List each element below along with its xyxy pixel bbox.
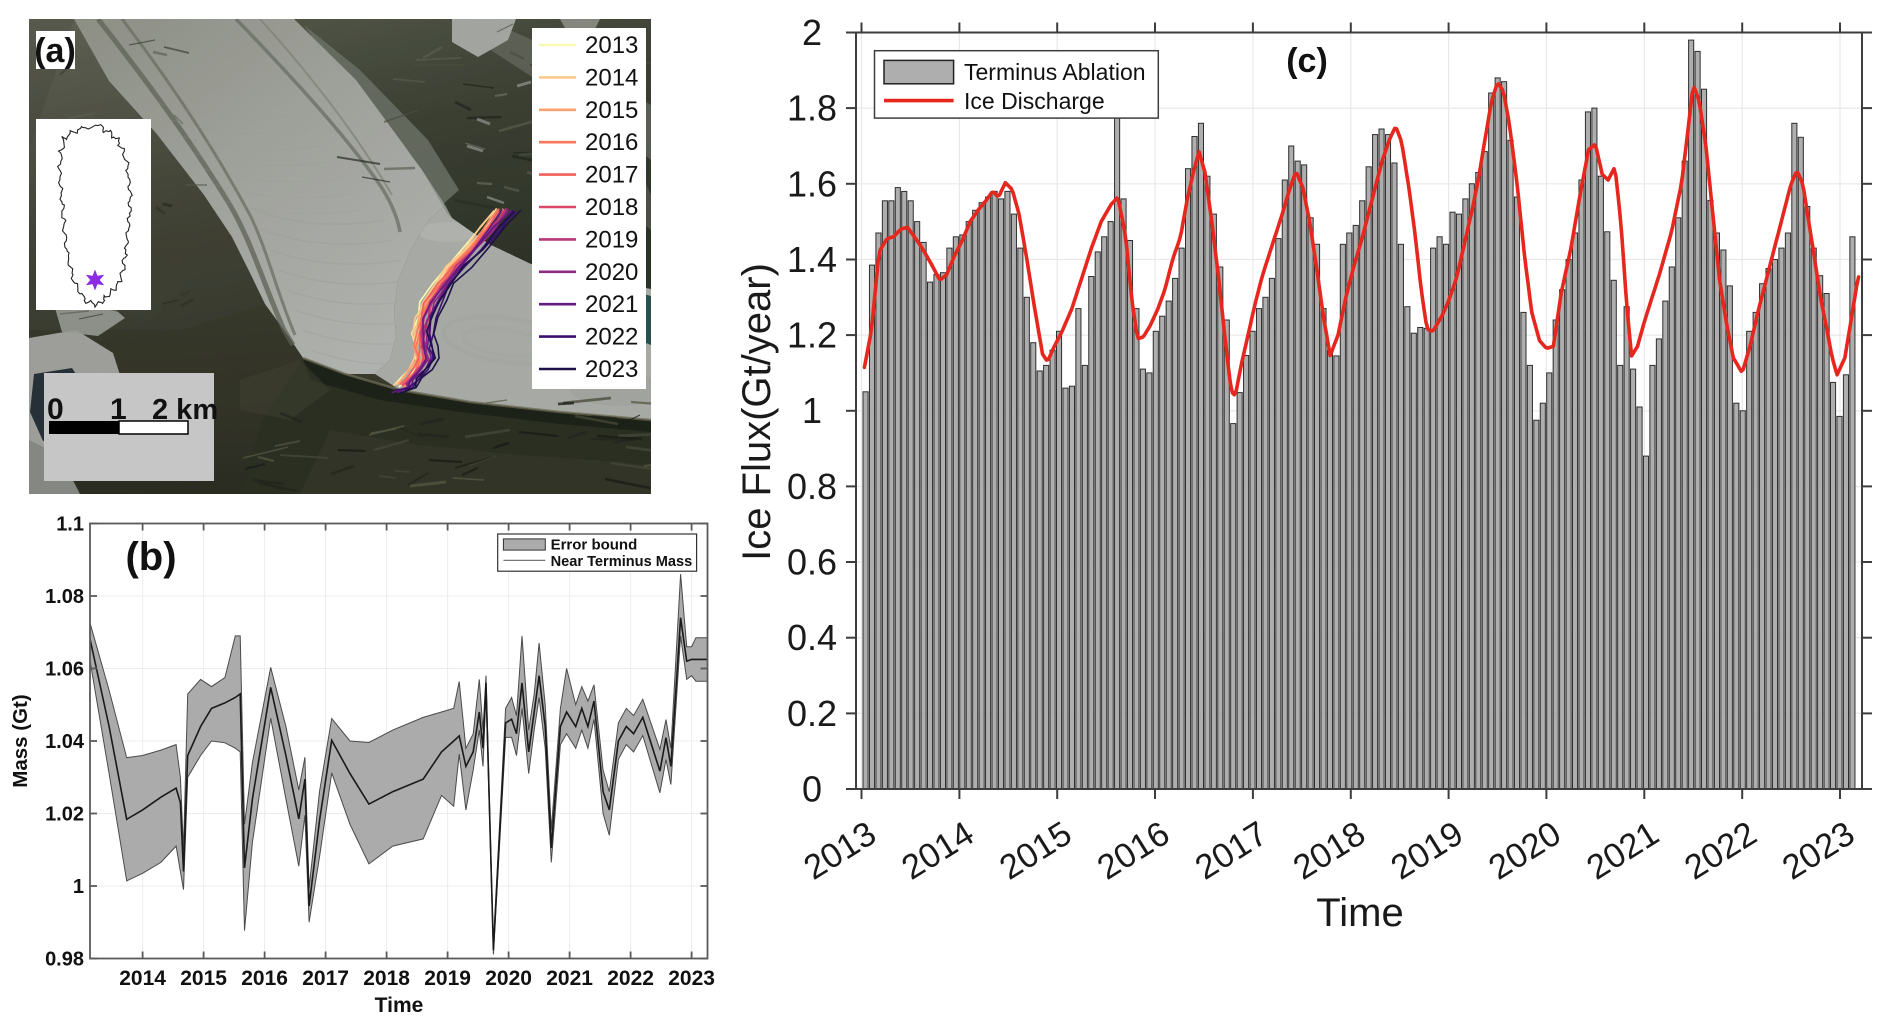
- svg-text:1: 1: [110, 393, 127, 426]
- svg-text:2022: 2022: [585, 324, 638, 351]
- svg-text:(b): (b): [125, 535, 176, 579]
- svg-text:2014: 2014: [119, 967, 166, 990]
- svg-text:Mass (Gt): Mass (Gt): [9, 694, 32, 787]
- svg-text:2017: 2017: [302, 967, 349, 990]
- svg-text:2018: 2018: [585, 194, 638, 221]
- svg-text:1.6: 1.6: [787, 163, 837, 204]
- svg-text:2019: 2019: [424, 967, 471, 990]
- svg-text:Time: Time: [375, 994, 424, 1017]
- svg-text:2017: 2017: [585, 162, 638, 189]
- svg-text:1.4: 1.4: [787, 239, 837, 280]
- svg-text:Error bound: Error bound: [551, 537, 638, 554]
- svg-text:1: 1: [73, 876, 84, 898]
- svg-text:Time: Time: [1316, 891, 1403, 935]
- svg-text:2023: 2023: [585, 356, 638, 383]
- svg-text:2019: 2019: [585, 226, 638, 253]
- svg-text:1.06: 1.06: [45, 659, 84, 681]
- svg-text:2015: 2015: [585, 97, 638, 124]
- svg-text:0.2: 0.2: [787, 693, 837, 734]
- svg-text:Ice Discharge: Ice Discharge: [964, 88, 1105, 114]
- svg-text:2013: 2013: [585, 32, 638, 59]
- svg-text:2020: 2020: [485, 967, 532, 990]
- svg-text:2014: 2014: [585, 64, 638, 91]
- svg-text:1.04: 1.04: [45, 731, 85, 753]
- svg-text:2016: 2016: [585, 129, 638, 156]
- svg-text:2021: 2021: [585, 291, 638, 318]
- svg-text:2: 2: [802, 12, 822, 53]
- svg-text:1.08: 1.08: [45, 586, 84, 608]
- svg-text:0.98: 0.98: [45, 949, 84, 971]
- svg-text:1.2: 1.2: [787, 315, 837, 356]
- svg-text:Near Terminus Mass: Near Terminus Mass: [551, 554, 693, 570]
- svg-text:(a): (a): [34, 32, 76, 70]
- svg-text:0: 0: [47, 393, 64, 426]
- svg-text:2016: 2016: [241, 967, 288, 990]
- svg-text:1.8: 1.8: [787, 88, 837, 129]
- svg-text:0.6: 0.6: [787, 542, 837, 583]
- svg-text:0.8: 0.8: [787, 466, 837, 507]
- svg-text:2023: 2023: [668, 967, 715, 990]
- svg-text:2021: 2021: [546, 967, 593, 990]
- svg-text:Terminus Ablation: Terminus Ablation: [964, 59, 1146, 85]
- svg-text:0: 0: [802, 769, 822, 810]
- svg-text:2018: 2018: [363, 967, 410, 990]
- svg-text:1: 1: [802, 390, 822, 431]
- svg-text:2015: 2015: [180, 967, 227, 990]
- svg-text:2022: 2022: [607, 967, 654, 990]
- svg-text:0.4: 0.4: [787, 617, 837, 658]
- svg-text:(c): (c): [1286, 42, 1328, 80]
- svg-text:1.1: 1.1: [56, 514, 84, 536]
- svg-text:Ice Flux(Gt/year): Ice Flux(Gt/year): [735, 263, 779, 561]
- svg-text:1.02: 1.02: [45, 804, 84, 826]
- svg-text:2020: 2020: [585, 259, 638, 286]
